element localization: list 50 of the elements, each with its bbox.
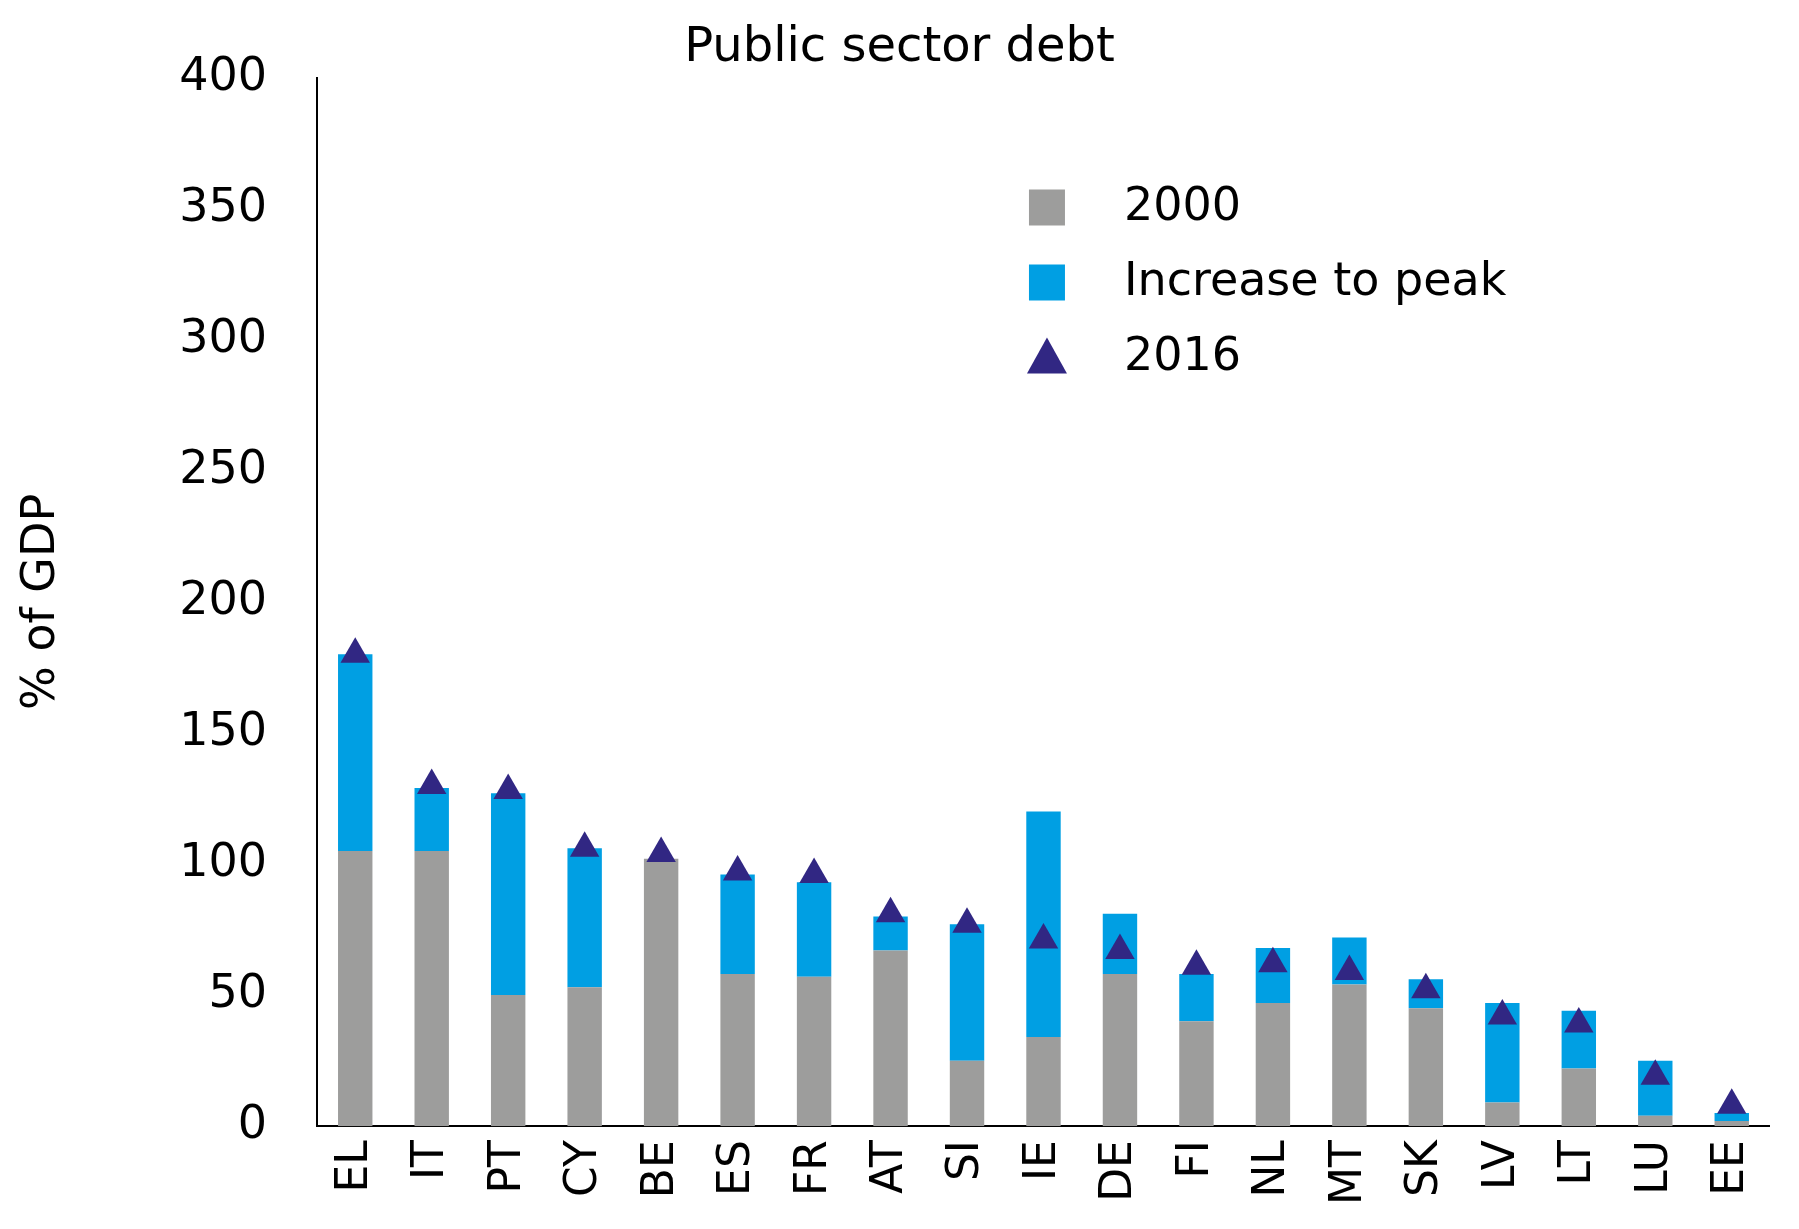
x-tick-label: LU <box>1625 1140 1677 1195</box>
point <box>722 854 753 881</box>
x-tick-label: FR <box>784 1140 836 1197</box>
y-tick-label: 250 <box>179 439 267 494</box>
point <box>875 896 906 923</box>
point <box>1564 1006 1594 1033</box>
point <box>799 857 829 884</box>
x-tick-label: PT <box>478 1140 530 1194</box>
point <box>1258 946 1288 973</box>
y-tick-label: 200 <box>179 570 267 625</box>
x-tick-label: IT <box>402 1140 454 1181</box>
point <box>1487 999 1518 1025</box>
x-tick-label: AT <box>860 1140 912 1194</box>
point <box>493 773 523 800</box>
point <box>1411 972 1441 999</box>
x-tick-label: LV <box>1472 1140 1524 1190</box>
x-tick-label: SK <box>1396 1139 1448 1197</box>
point <box>340 637 370 663</box>
x-tick-label: IE <box>1013 1140 1065 1181</box>
x-tick-label: EE <box>1702 1140 1754 1196</box>
y-tick-label: 50 <box>208 964 267 1019</box>
point <box>1181 949 1212 975</box>
x-tick-label: ES <box>708 1140 760 1196</box>
x-tick-label: CY <box>555 1140 607 1197</box>
legend-label: 2016 <box>1123 326 1242 381</box>
x-tick-label: LT <box>1549 1140 1601 1186</box>
y-tick-label: 350 <box>179 177 267 232</box>
x-tick-label: EL <box>325 1139 377 1193</box>
y-tick-label: 0 <box>237 1095 267 1150</box>
x-tick-label: MT <box>1319 1140 1371 1205</box>
point <box>1028 923 1059 949</box>
x-tick-label: DE <box>1090 1140 1142 1202</box>
x-tick-label: FI <box>1166 1140 1218 1179</box>
point <box>1640 1059 1670 1085</box>
y-axis-title: % of GDP <box>10 493 65 710</box>
y-tick-label: 300 <box>179 308 267 363</box>
y-tick-label: 100 <box>179 832 267 887</box>
legend-label: 2000 <box>1123 176 1242 231</box>
point <box>416 768 447 794</box>
point <box>569 831 600 857</box>
x-tick-label: BE <box>631 1140 683 1199</box>
y-tick-label: 400 <box>179 46 267 101</box>
y-tick-label: 150 <box>179 701 267 756</box>
point <box>952 907 982 933</box>
chart-title: Public sector debt <box>684 16 1115 73</box>
point <box>1717 1088 1747 1114</box>
point <box>646 836 676 863</box>
x-tick-label: NL <box>1243 1139 1295 1198</box>
x-tick-label: SI <box>937 1140 989 1182</box>
legend-label: Increase to peak <box>1123 251 1507 306</box>
